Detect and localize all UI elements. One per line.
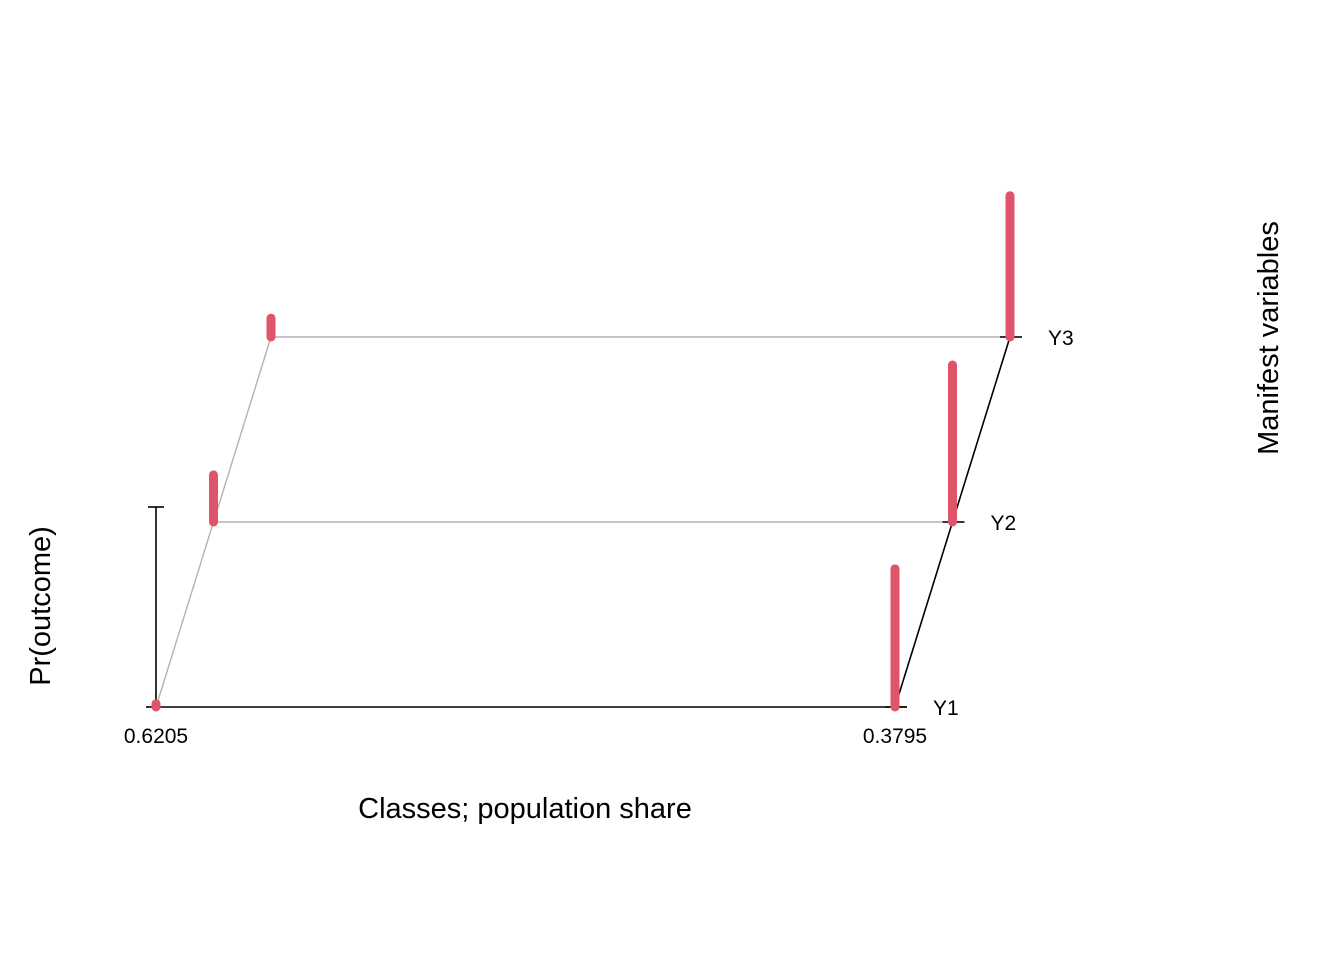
- chart-labels: Classes; population share Pr(outcome) Ma…: [25, 221, 1285, 825]
- y-axis-title: Pr(outcome): [25, 526, 57, 686]
- manifest-variable-label: Y3: [1048, 327, 1074, 350]
- chart-bars: [151, 191, 1015, 712]
- class-share-label: 0.3795: [863, 725, 927, 748]
- chart-frame: [146, 336, 1022, 708]
- z-axis-title: Manifest variables: [1253, 221, 1285, 455]
- manifest-variable-label: Y1: [933, 697, 959, 720]
- class-share-label: 0.6205: [124, 725, 188, 748]
- manifest-variable-label: Y2: [991, 512, 1017, 535]
- x-axis-title: Classes; population share: [358, 793, 692, 825]
